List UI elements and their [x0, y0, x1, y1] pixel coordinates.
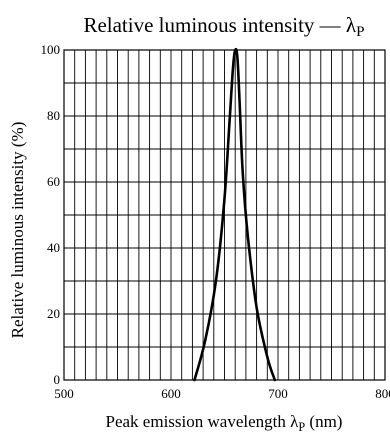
y-axis-label: Relative luminous intensity (%) — [8, 122, 27, 339]
plot-grid — [64, 50, 385, 380]
plot-frame — [63, 49, 386, 381]
x-tick-label: 600 — [161, 386, 181, 401]
x-tick-label: 500 — [54, 386, 74, 401]
y-tick-label: 40 — [47, 240, 60, 255]
y-tick-label: 20 — [47, 306, 60, 321]
y-tick-label: 80 — [47, 108, 60, 123]
axis-ticks: 500 600 700 800 0 20 40 60 80 100 — [41, 42, 390, 401]
chart-title: Relative luminous intensity — λP — [83, 13, 364, 40]
y-tick-label: 60 — [47, 174, 60, 189]
y-tick-label: 100 — [41, 42, 61, 57]
series-line-intensity — [193, 47, 277, 382]
x-axis-label: Peak emission wavelength λP (nm) — [106, 412, 343, 434]
x-tick-label: 700 — [268, 386, 288, 401]
x-tick-label: 800 — [375, 386, 390, 401]
y-tick-label: 0 — [54, 372, 61, 387]
